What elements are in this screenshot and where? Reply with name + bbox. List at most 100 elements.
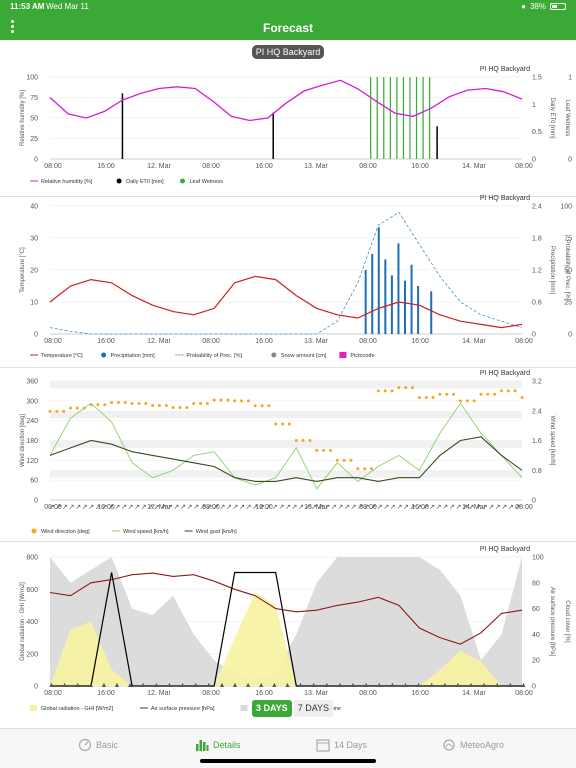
x-tick-label: 08:00	[359, 690, 377, 697]
legend-swatch	[339, 352, 347, 358]
wind-direction-point	[486, 392, 490, 396]
wind-direction-point	[178, 405, 182, 409]
seven-days-button[interactable]: 7 DAYS	[293, 700, 334, 717]
y-axis-label: Relative humidity [%]	[20, 90, 26, 146]
x-tick-label: 08:00	[44, 690, 62, 697]
legend-label: Wind direction [deg]	[41, 529, 90, 535]
wind-arrow-icon: ↗	[324, 504, 330, 511]
wind-direction-point	[363, 467, 367, 471]
page-title: Forecast	[262, 21, 314, 35]
legend-label: Relative humidity [%]	[41, 179, 93, 185]
station-selector[interactable]: PI HQ Backyard	[252, 45, 324, 59]
y-axis-label: Wind direction [deg]	[20, 414, 26, 467]
y2-tick-label: 2.4	[532, 204, 542, 211]
wind-direction-point	[233, 399, 237, 403]
sunshine-marker-icon: ▲	[284, 682, 291, 689]
sunshine-marker-icon: ▲	[127, 682, 134, 689]
y3-tick-label: 50	[564, 268, 572, 275]
wind-arrow-icon: ↗	[475, 504, 481, 511]
legend-swatch	[30, 705, 37, 711]
x-tick-label: 08:00	[359, 338, 377, 345]
menu-dot-icon	[10, 30, 14, 33]
grid-band	[50, 410, 522, 419]
legend-label: Wind speed [km/h]	[123, 529, 169, 535]
wind-direction-point	[144, 401, 148, 405]
sunshine-marker-icon: ▲	[271, 682, 278, 689]
sunshine-marker-icon: ▲	[205, 682, 212, 689]
y2-tick-label: 1.2	[532, 268, 542, 275]
legend-label: Global radiation - GHI [W/m2]	[41, 706, 114, 712]
y2-tick-label: 0.6	[532, 300, 542, 307]
y-tick-label: 10	[30, 300, 38, 307]
wind-arrow-icon: ↗	[436, 504, 442, 511]
wind-arrow-icon: ↗	[442, 504, 448, 511]
wind-arrow-icon: ↗	[469, 504, 475, 511]
wind-arrow-icon: ↗	[265, 504, 271, 511]
wind-direction-point	[164, 403, 168, 407]
wind-arrow-icon: ↗	[88, 504, 94, 511]
y-tick-label: 0	[34, 684, 38, 691]
wind-direction-point	[424, 396, 428, 400]
sunshine-marker-icon: ▲	[428, 682, 435, 689]
y2-axis-label: Precipitation [mm]	[549, 246, 555, 294]
wind-arrow-icon: ↗	[206, 504, 212, 511]
x-tick-label: 16:00	[97, 504, 115, 511]
three-days-button[interactable]: 3 DAYS	[252, 700, 292, 717]
wifi-icon: ●	[521, 2, 526, 11]
x-tick-label: 08:00	[202, 504, 220, 511]
sunshine-marker-icon: ▲	[179, 682, 186, 689]
legend-swatch	[240, 705, 248, 711]
humidity-line	[49, 79, 523, 122]
wind-arrow-icon: ↗	[344, 504, 350, 511]
y3-axis-label: Cloud cover [%]	[564, 600, 570, 643]
wind-arrow-icon: ↗	[311, 504, 317, 511]
y2-tick-label: 0.5	[532, 129, 542, 136]
x-tick-label: 16:00	[255, 163, 273, 170]
tab-basic[interactable]: Basic	[78, 735, 188, 755]
status-time: 11:53 AM	[10, 2, 45, 11]
y-tick-label: 60	[30, 478, 38, 485]
wind-direction-point	[198, 401, 202, 405]
wind-direction-point	[520, 396, 524, 400]
x-tick-label: 16:00	[255, 338, 273, 345]
wind-arrow-icon: ↗	[69, 504, 75, 511]
battery-percent: 38%	[529, 2, 546, 11]
humidity-chart: PI HQ Backyard 0 25 50 75 100 0 0.5 1 1.5 0 1 Relati…	[20, 66, 572, 185]
wind-direction-point	[445, 392, 449, 396]
sunshine-marker-icon: ▲	[454, 682, 461, 689]
y3-tick-label: 100	[560, 204, 572, 211]
legend-label: Probability of Prec. [%]	[186, 353, 242, 359]
wind-direction-point	[335, 458, 339, 462]
wind-arrow-icon: ↗	[318, 504, 324, 511]
wind-arrow-icon: ↗	[49, 504, 55, 511]
legend-label: Wind gust [km/h]	[196, 529, 237, 535]
wind-arrow-icon: ↗	[416, 504, 422, 511]
wind-arrow-icon: ↗	[285, 504, 291, 511]
wind-direction-point	[246, 399, 250, 403]
tab-meteoagro[interactable]: MeteoAgro	[442, 735, 552, 755]
wind-arrow-icon: ↗	[141, 504, 147, 511]
wind-direction-point	[151, 403, 155, 407]
y-tick-label: 25	[30, 136, 38, 143]
wind-direction-point	[55, 409, 59, 413]
precip-bar	[404, 280, 406, 334]
y2-axis-label: Daily ET0 [mm]	[549, 97, 555, 138]
tab-basic-label: Basic	[96, 740, 119, 750]
wind-direction-point	[390, 389, 394, 393]
y3-axis-label: Leaf Wetness	[564, 100, 570, 137]
sunshine-marker-icon: ▲	[310, 682, 317, 689]
tab-14-days[interactable]: 14 Days	[316, 735, 426, 755]
x-tick-label: 14. Mar	[462, 338, 486, 345]
sunshine-marker-icon: ▲	[389, 682, 396, 689]
menu-button[interactable]	[7, 19, 17, 35]
wind-direction-point	[376, 389, 380, 393]
y2-tick-label: 1	[532, 102, 536, 109]
wind-arrow-icon: ↗	[292, 504, 298, 511]
tab-details[interactable]: Details	[195, 735, 305, 755]
x-tick-label: 16:00	[411, 338, 429, 345]
wind-direction-point	[342, 458, 346, 462]
sunshine-marker-icon: ▲	[441, 682, 448, 689]
y-tick-label: 50	[30, 116, 38, 123]
legend-label: Air surface pressure [hPa]	[151, 706, 215, 712]
chart-title: PI HQ Backyard	[480, 370, 530, 377]
